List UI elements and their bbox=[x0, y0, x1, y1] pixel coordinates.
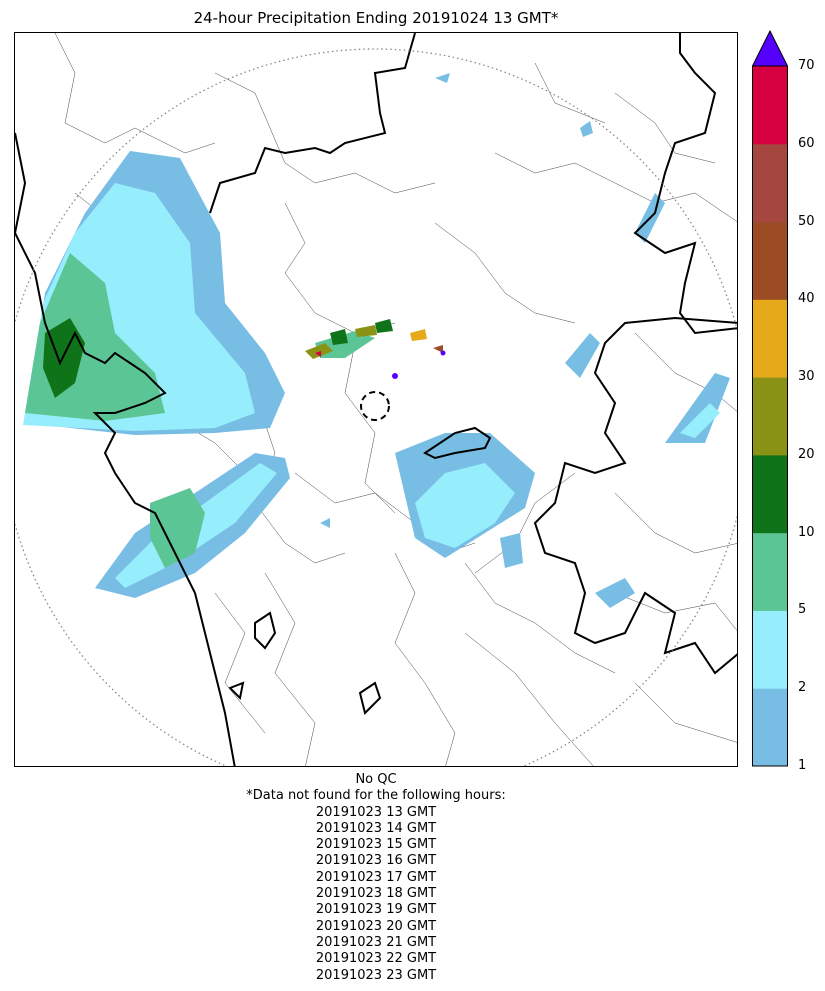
missing-hour: 20191023 20 GMT bbox=[315, 918, 437, 934]
colorbar-bin bbox=[752, 688, 788, 767]
footer-notes: No QC *Data not found for the following … bbox=[14, 772, 738, 984]
missing-hour: 20191023 16 GMT bbox=[315, 853, 437, 869]
colorbar bbox=[752, 30, 788, 767]
colorbar-tick-label: 70 bbox=[798, 58, 815, 73]
missing-hour: 20191023 23 GMT bbox=[315, 967, 437, 983]
colorbar-bin bbox=[752, 532, 788, 611]
radar-site-marker bbox=[360, 391, 390, 421]
missing-hour: 20191023 17 GMT bbox=[315, 869, 437, 885]
missing-hour: 20191023 13 GMT bbox=[315, 804, 437, 820]
colorbar-bin bbox=[752, 377, 788, 456]
colorbar-tick-label: 1 bbox=[798, 758, 807, 773]
colorbar-bin bbox=[752, 610, 788, 689]
colorbar-bin bbox=[752, 221, 788, 300]
colorbar-tick-label: 40 bbox=[798, 291, 815, 307]
colorbar-tick-label: 10 bbox=[798, 524, 815, 540]
missing-hour: 20191023 14 GMT bbox=[315, 820, 437, 836]
missing-hour: 20191023 15 GMT bbox=[315, 837, 437, 853]
radar-map bbox=[14, 32, 738, 767]
colorbar-tick-label: 60 bbox=[798, 135, 815, 151]
colorbar-bin bbox=[752, 66, 788, 145]
colorbar-tick-label: 5 bbox=[798, 602, 807, 618]
colorbar-bin bbox=[752, 299, 788, 378]
colorbar-tick-label: 50 bbox=[798, 213, 815, 229]
missing-hour: 20191023 21 GMT bbox=[315, 934, 437, 950]
colorbar-tick-label: 2 bbox=[798, 680, 807, 696]
colorbar-extend-max bbox=[752, 30, 788, 67]
map-title: 24-hour Precipitation Ending 20191024 13… bbox=[193, 9, 559, 27]
colorbar-bin bbox=[752, 143, 788, 223]
precip-10-20 bbox=[43, 318, 393, 398]
colorbar-tick-label: 20 bbox=[798, 446, 815, 462]
qc-note: No QC bbox=[355, 772, 397, 787]
missing-hour: 20191023 19 GMT bbox=[315, 902, 437, 918]
colorbar-bin bbox=[752, 454, 788, 534]
state-boundaries bbox=[15, 33, 737, 766]
missing-data-header: *Data not found for the following hours: bbox=[246, 788, 506, 804]
missing-hour: 20191023 18 GMT bbox=[315, 886, 437, 902]
missing-hour: 20191023 22 GMT bbox=[315, 951, 437, 967]
colorbar-tick-label: 30 bbox=[798, 369, 815, 385]
precip-intense-cells bbox=[305, 325, 446, 379]
